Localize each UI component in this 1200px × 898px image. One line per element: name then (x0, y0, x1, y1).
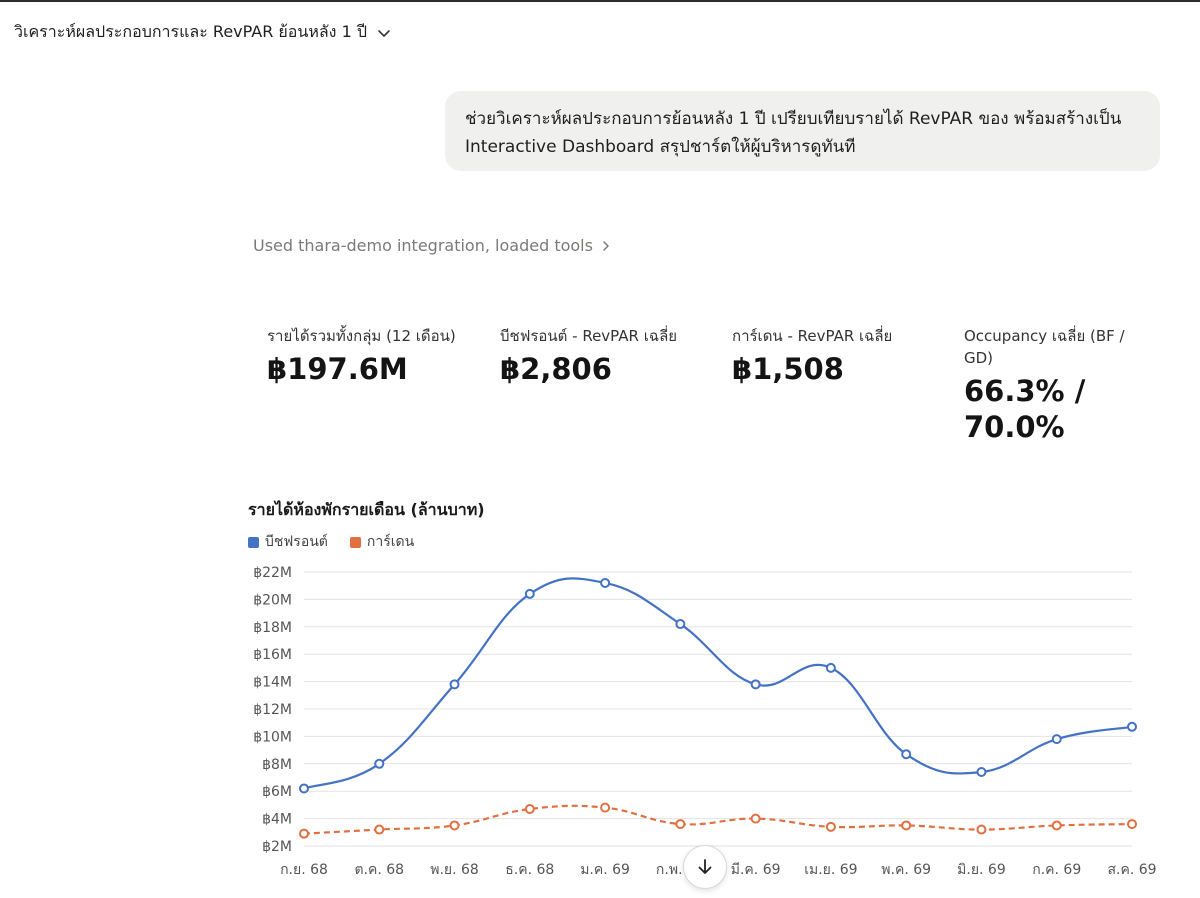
data-point-garden (901, 820, 912, 831)
series-line-garden (303, 804, 1133, 835)
kpi-label: รายได้รวมทั้งกลุ่ม (12 เดือน) (267, 327, 456, 345)
data-point-garden (600, 802, 611, 813)
kpi-value: 66.3% / 70.0% (964, 374, 1086, 444)
x-tick-label: ก.ค. 69 (1032, 862, 1081, 878)
scroll-down-button[interactable] (683, 845, 727, 889)
kpi-value: ฿2,806 (500, 352, 612, 386)
data-point-beachfront (449, 679, 460, 690)
legend-item-beachfront[interactable]: บีชฟรอนต์ (248, 531, 328, 553)
user-message-bubble: ช่วยวิเคราะห์ผลประกอบการย้อนหลัง 1 ปี เป… (445, 91, 1160, 171)
data-point-beachfront (901, 749, 912, 760)
y-tick-label: ฿14M (253, 675, 292, 691)
chart-title: รายได้ห้องพักรายเดือน (ล้านบาท) (248, 500, 485, 519)
x-tick-label: พ.ย. 68 (430, 862, 479, 878)
legend-swatch-beachfront (248, 536, 259, 548)
chevron-down-icon (378, 29, 390, 37)
conversation-title: วิเคราะห์ผลประกอบการและ RevPAR ย้อนหลัง … (14, 22, 367, 41)
series-line-beachfront (303, 577, 1133, 790)
x-tick-label: ต.ค. 68 (354, 862, 404, 878)
x-tick-label: มี.ค. 69 (731, 862, 781, 878)
chevron-right-icon (603, 240, 609, 251)
data-point-garden (1127, 819, 1137, 830)
kpi-card-beachfront-revpar: บีชฟรอนต์ - RevPAR เฉลี่ย ฿2,806 (500, 325, 700, 387)
x-tick-label: เม.ย. 69 (804, 862, 857, 878)
tools-status-toggle[interactable]: Used thara-demo integration, loaded tool… (253, 236, 611, 255)
y-tick-label: ฿16M (253, 647, 292, 663)
data-point-beachfront (976, 767, 987, 778)
data-point-beachfront (1127, 721, 1137, 732)
kpi-label: การ์เดน - RevPAR เฉลี่ย (732, 327, 893, 345)
x-tick-label: ก.ย. 68 (280, 862, 328, 878)
revenue-line-chart: ฿2M ฿4M ฿6M ฿8M ฿10M ฿12M ฿14M ฿16M ฿18M ฿20M ฿22M… (253, 565, 1156, 878)
y-tick-label: ฿12M (253, 702, 292, 718)
data-point-garden (750, 813, 761, 824)
y-tick-label: ฿20M (253, 592, 292, 608)
data-point-beachfront (1051, 734, 1062, 745)
user-message-text: ช่วยวิเคราะห์ผลประกอบการย้อนหลัง 1 ปี เป… (465, 109, 1122, 157)
kpi-value: ฿1,508 (732, 352, 844, 386)
data-point-garden (449, 820, 460, 831)
kpi-label: บีชฟรอนต์ - RevPAR เฉลี่ย (500, 327, 678, 345)
y-tick-label: ฿6M (262, 784, 292, 800)
data-point-garden (825, 821, 836, 832)
x-tick-label: มิ.ย. 69 (957, 862, 1006, 878)
kpi-card-garden-revpar: การ์เดน - RevPAR เฉลี่ย ฿1,508 (732, 325, 932, 387)
conversation-title-dropdown[interactable]: วิเคราะห์ผลประกอบการและ RevPAR ย้อนหลัง … (14, 20, 391, 45)
y-tick-label: ฿18M (253, 620, 292, 636)
legend-label: บีชฟรอนต์ (265, 534, 328, 550)
y-tick-label: ฿10M (253, 729, 292, 745)
x-tick-label: พ.ค. 69 (881, 862, 931, 878)
kpi-label: Occupancy เฉลี่ย (BF / GD) (964, 327, 1125, 367)
data-point-beachfront (750, 679, 761, 690)
data-point-garden (976, 824, 987, 835)
data-point-garden (299, 828, 309, 839)
x-tick-label: ส.ค. 69 (1107, 862, 1156, 878)
legend-label: การ์เดน (366, 534, 415, 550)
data-point-beachfront (524, 588, 535, 599)
kpi-value: ฿197.6M (267, 352, 408, 386)
tools-status-text: Used thara-demo integration, loaded tool… (253, 236, 593, 255)
kpi-card-occupancy: Occupancy เฉลี่ย (BF / GD) 66.3% / 70.0% (964, 325, 1144, 445)
data-point-garden (675, 819, 686, 830)
x-tick-label: ม.ค. 69 (580, 862, 630, 878)
arrow-down-icon (698, 859, 712, 874)
data-point-garden (524, 804, 535, 815)
y-tick-label: ฿4M (262, 812, 292, 828)
x-tick-label: ธ.ค. 68 (505, 862, 554, 878)
data-point-beachfront (600, 577, 611, 588)
y-tick-label: ฿2M (262, 839, 292, 855)
data-point-beachfront (374, 758, 385, 769)
data-point-garden (374, 824, 385, 835)
data-point-beachfront (675, 619, 686, 630)
data-point-garden (1051, 820, 1062, 831)
y-tick-label: ฿22M (253, 565, 292, 581)
chart-legend: บีชฟรอนต์ การ์เดน (248, 531, 414, 553)
legend-item-garden[interactable]: การ์เดน (349, 531, 415, 553)
legend-swatch-garden (349, 536, 361, 548)
y-tick-label: ฿8M (262, 757, 292, 773)
data-point-beachfront (825, 662, 836, 673)
data-point-beachfront (299, 783, 309, 794)
kpi-card-total-revenue: รายได้รวมทั้งกลุ่ม (12 เดือน) ฿197.6M (267, 325, 467, 387)
